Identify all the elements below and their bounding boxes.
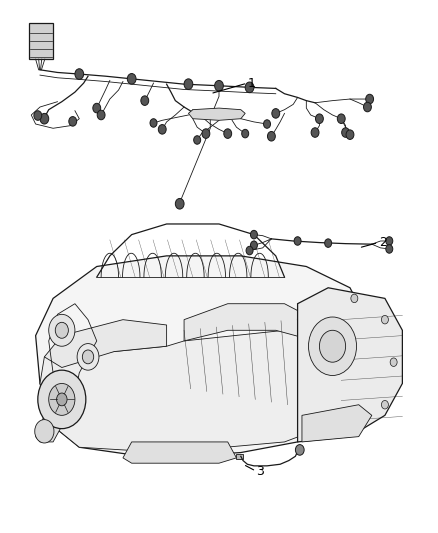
Circle shape xyxy=(364,102,371,112)
Circle shape xyxy=(294,237,301,245)
Circle shape xyxy=(158,125,166,134)
Polygon shape xyxy=(40,330,359,453)
Circle shape xyxy=(246,246,253,255)
Circle shape xyxy=(69,117,77,126)
Circle shape xyxy=(150,119,157,127)
Circle shape xyxy=(34,111,42,120)
Circle shape xyxy=(175,198,184,209)
Circle shape xyxy=(251,230,258,239)
Circle shape xyxy=(224,129,232,139)
Text: 2: 2 xyxy=(379,236,387,249)
Polygon shape xyxy=(35,415,62,442)
Circle shape xyxy=(57,393,67,406)
Circle shape xyxy=(386,237,393,245)
Circle shape xyxy=(82,350,94,364)
Circle shape xyxy=(55,322,68,338)
Circle shape xyxy=(325,239,332,247)
Circle shape xyxy=(242,130,249,138)
Circle shape xyxy=(127,74,136,84)
Circle shape xyxy=(77,344,99,370)
Circle shape xyxy=(40,114,49,124)
Circle shape xyxy=(319,330,346,362)
Circle shape xyxy=(272,109,280,118)
Circle shape xyxy=(366,94,374,104)
Circle shape xyxy=(215,80,223,91)
Circle shape xyxy=(381,400,389,409)
Circle shape xyxy=(386,245,393,253)
Circle shape xyxy=(141,96,149,106)
Circle shape xyxy=(202,129,210,139)
Circle shape xyxy=(351,294,358,303)
Circle shape xyxy=(315,114,323,124)
Circle shape xyxy=(342,128,350,138)
Circle shape xyxy=(308,317,357,375)
Circle shape xyxy=(264,120,271,128)
Polygon shape xyxy=(35,256,372,458)
Polygon shape xyxy=(123,442,237,463)
Circle shape xyxy=(194,136,201,144)
Circle shape xyxy=(311,128,319,138)
Text: 3: 3 xyxy=(257,465,265,478)
Circle shape xyxy=(93,103,101,113)
Circle shape xyxy=(49,314,75,346)
Circle shape xyxy=(390,358,397,367)
Circle shape xyxy=(49,383,75,415)
Circle shape xyxy=(38,370,86,429)
Circle shape xyxy=(381,316,389,324)
Bar xyxy=(237,454,244,459)
Polygon shape xyxy=(302,405,372,442)
Circle shape xyxy=(97,110,105,120)
Polygon shape xyxy=(297,288,403,442)
Circle shape xyxy=(337,114,345,124)
Circle shape xyxy=(251,241,258,249)
Circle shape xyxy=(75,69,84,79)
Polygon shape xyxy=(184,304,315,341)
Polygon shape xyxy=(44,320,166,368)
Circle shape xyxy=(184,79,193,90)
Bar xyxy=(29,23,53,59)
Circle shape xyxy=(295,445,304,455)
Text: 1: 1 xyxy=(248,77,256,90)
Circle shape xyxy=(268,132,276,141)
Circle shape xyxy=(346,130,354,140)
Circle shape xyxy=(35,419,54,443)
Polygon shape xyxy=(188,108,245,120)
Circle shape xyxy=(245,82,254,93)
